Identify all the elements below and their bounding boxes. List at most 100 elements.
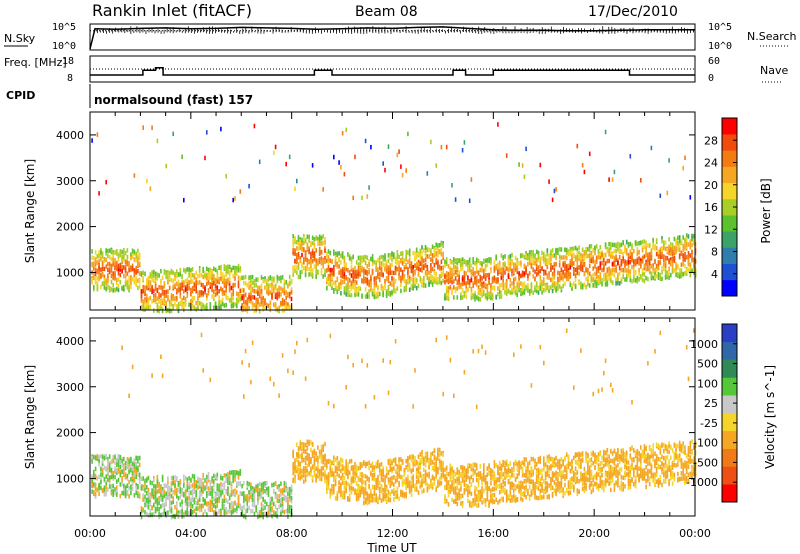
echo-cell xyxy=(551,248,554,253)
echo-cell xyxy=(405,279,407,284)
echo-cell xyxy=(447,278,450,284)
echo-cell xyxy=(163,505,166,510)
echo-cell xyxy=(220,286,222,292)
echo-cell xyxy=(654,267,656,273)
echo-cell xyxy=(236,503,238,508)
echo-cell xyxy=(209,499,212,504)
echo-cell xyxy=(227,480,229,485)
echo-cell xyxy=(110,279,113,285)
echo-cell xyxy=(393,270,395,276)
echo-cell xyxy=(133,268,136,273)
echo-cell xyxy=(673,245,676,251)
echo-cell xyxy=(527,253,529,258)
echo-cell xyxy=(354,285,356,290)
echo-cell xyxy=(117,455,120,460)
echo-cell xyxy=(149,495,152,501)
echo-cell xyxy=(458,274,460,280)
echo-cell xyxy=(225,281,227,286)
echo-cell xyxy=(287,368,289,374)
echo-cell xyxy=(594,245,596,250)
echo-cell xyxy=(352,276,354,281)
echo-cell xyxy=(493,260,496,265)
echo-cell xyxy=(283,481,286,486)
echo-cell xyxy=(101,468,104,474)
echo-cell xyxy=(401,269,404,275)
echo-cell xyxy=(130,487,132,492)
echo-cell xyxy=(320,261,323,266)
echo-cell xyxy=(156,475,159,480)
echo-cell xyxy=(253,499,256,504)
echo-cell xyxy=(574,284,577,289)
echo-cell xyxy=(430,263,432,268)
echo-cell xyxy=(209,305,212,310)
echo-cell xyxy=(137,262,139,267)
echo-cell xyxy=(541,266,543,271)
echo-cell xyxy=(567,267,570,272)
echo-cell xyxy=(551,283,554,288)
echo-cell xyxy=(165,271,167,277)
echo-cell xyxy=(513,269,515,274)
echo-cell xyxy=(228,480,231,485)
echo-cell xyxy=(108,467,111,473)
echo-cell xyxy=(641,277,644,283)
echo-cell xyxy=(387,278,390,284)
echo-cell xyxy=(414,263,416,268)
echo-cell xyxy=(244,299,247,305)
echo-cell xyxy=(576,250,579,256)
echo-cell xyxy=(188,510,190,516)
echo-cell xyxy=(460,295,462,301)
echo-cell xyxy=(223,481,226,486)
echo-cell xyxy=(200,272,203,278)
echo-cell xyxy=(144,271,146,277)
echo-cell xyxy=(121,249,123,255)
echo-cell xyxy=(237,280,240,285)
echo-cell xyxy=(417,261,420,267)
echo-cell xyxy=(530,285,533,291)
echo-cell xyxy=(283,494,286,499)
echo-cell xyxy=(290,287,293,292)
echo-cell xyxy=(433,262,436,268)
echo-cell xyxy=(301,237,303,243)
echo-cell xyxy=(604,244,607,250)
echo-cell xyxy=(280,492,282,498)
echo-cell xyxy=(675,262,677,267)
echo-cell xyxy=(453,257,455,262)
echo-cell xyxy=(276,275,279,280)
echo-cell xyxy=(490,292,492,297)
echo-cell xyxy=(311,253,314,259)
echo-cell xyxy=(648,259,651,265)
echo-cell xyxy=(124,493,127,499)
echo-cell xyxy=(160,354,162,359)
echo-cell xyxy=(643,263,646,268)
echo-cell xyxy=(184,269,187,274)
echo-cell xyxy=(440,144,443,150)
echo-cell xyxy=(322,274,324,279)
echo-cell xyxy=(306,446,309,451)
echo-cell xyxy=(317,236,319,242)
echo-cell xyxy=(301,458,303,463)
echo-cell xyxy=(172,475,174,481)
echo-cell xyxy=(177,283,180,288)
echo-cell xyxy=(685,242,688,247)
echo-cell xyxy=(377,290,379,295)
echo-cell xyxy=(435,163,437,168)
echo-cell xyxy=(214,499,217,504)
freq-tick-top: 18 xyxy=(62,56,74,67)
echo-cell xyxy=(264,488,266,494)
echo-cell xyxy=(595,274,598,280)
echo-cell xyxy=(303,445,305,451)
echo-cell xyxy=(354,282,356,288)
echo-cell xyxy=(206,481,208,486)
echo-cell xyxy=(343,255,346,261)
echo-cell xyxy=(655,251,658,257)
echo-cell xyxy=(327,276,330,282)
echo-cell xyxy=(502,282,504,287)
echo-cell xyxy=(562,263,564,268)
echo-cell xyxy=(548,257,550,262)
echo-cell xyxy=(308,234,310,240)
echo-cell xyxy=(146,278,148,283)
echo-cell xyxy=(498,260,501,266)
echo-cell xyxy=(230,297,233,302)
echo-cell xyxy=(101,272,104,278)
